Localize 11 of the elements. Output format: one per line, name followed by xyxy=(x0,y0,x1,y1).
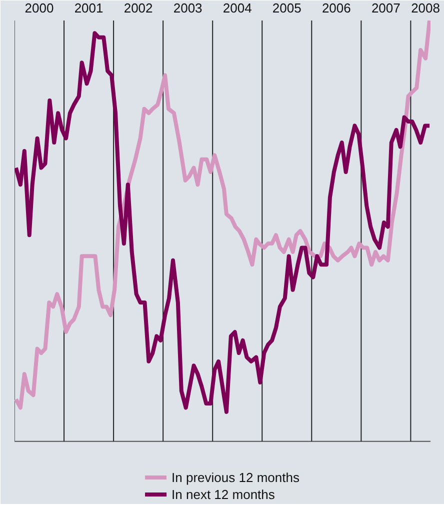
legend-label: In previous 12 months xyxy=(172,469,300,485)
x-tick-label: 2008 xyxy=(411,0,440,16)
x-tick-label: 2000 xyxy=(24,0,54,16)
x-tick-label: 2003 xyxy=(173,0,202,16)
x-tick-label: 2006 xyxy=(322,0,351,16)
x-tick-label: 2004 xyxy=(222,0,252,16)
x-tick-label: 2007 xyxy=(371,0,400,16)
x-tick-label: 2005 xyxy=(272,0,302,16)
x-tick-label: 2001 xyxy=(74,0,104,16)
legend-label: In next 12 months xyxy=(172,486,275,502)
x-tick-label: 2002 xyxy=(124,0,153,16)
